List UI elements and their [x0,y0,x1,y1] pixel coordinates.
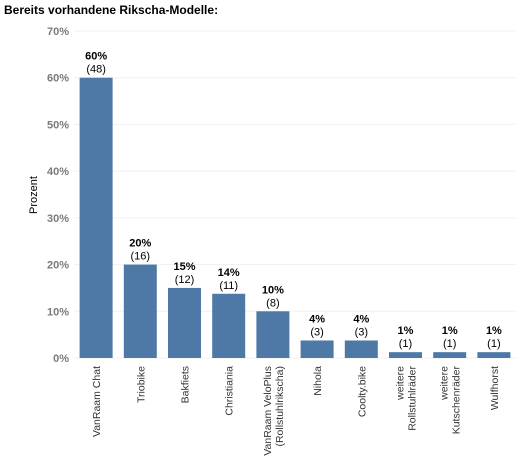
count-label: (3) [355,326,368,338]
bar [212,293,246,358]
bar [389,352,422,358]
value-label: 60% [85,51,107,63]
x-tick-label: VanRaam Chat [91,366,103,437]
count-label: (1) [487,338,500,350]
bars [79,77,511,358]
count-label: (12) [175,274,195,286]
x-tick-label: weitere [395,366,407,401]
bar [168,287,201,358]
x-tick-label: weitere [439,366,451,401]
x-tick-label: Triobike [135,366,147,403]
bar [477,352,511,358]
x-tick-label: Wulfhorst [489,366,501,410]
value-label: 1% [486,325,502,337]
bar [433,352,467,358]
gridlines [74,30,516,359]
x-tick-label: Coolty.bike [356,366,368,417]
y-tick-label: 20% [47,260,69,272]
chart-title: Bereits vorhandene Rikscha-Modelle: [4,3,219,17]
value-label: 4% [353,313,369,325]
bar [300,340,334,358]
x-tick-label: Kutschenräder [451,366,463,435]
count-label: (1) [443,338,456,350]
y-tick-label: 40% [47,166,69,178]
y-tick-label: 0% [53,353,69,365]
y-tick-label: 30% [47,213,69,225]
count-label: (48) [86,64,106,76]
bar [79,77,113,358]
x-tick-label: VanRaam VeloPlus [262,366,274,456]
x-tick-label: Nihola [312,366,324,396]
value-label: 14% [218,267,240,279]
x-tick-label: Christiania [224,366,236,416]
value-label: 4% [309,313,325,325]
x-axis: VanRaam Chat Triobike Bakfiets Christiania V… [91,365,501,455]
data-labels: 60%(48)20%(16)15%(12)14%(11) 10%(8)4%(3)4… [85,51,502,350]
count-label: (3) [310,326,323,338]
value-label: 15% [173,261,195,273]
y-axis-label: Prozent [28,176,40,214]
x-tick-label: Bakfiets [180,366,192,403]
value-label: 10% [262,284,284,296]
count-label: (11) [219,280,238,292]
count-label: (16) [131,251,151,263]
bar [344,340,378,358]
value-label: 1% [398,325,414,337]
bar [123,264,157,358]
x-tick-label: Rollstuhlräder [407,365,419,430]
value-label: 1% [442,325,458,337]
y-tick-label: 50% [47,119,69,131]
count-label: (1) [399,338,412,350]
y-axis: 0% 10% 20% 30% 40% 50% 60% 70% [47,26,69,365]
y-tick-label: 60% [47,73,69,85]
x-tick-label: (Rollstuhlrikscha) [274,366,286,447]
y-tick-label: 70% [47,26,69,38]
count-label: (8) [266,297,279,309]
y-tick-label: 10% [47,306,69,318]
bar [256,311,290,358]
value-label: 20% [129,238,151,250]
